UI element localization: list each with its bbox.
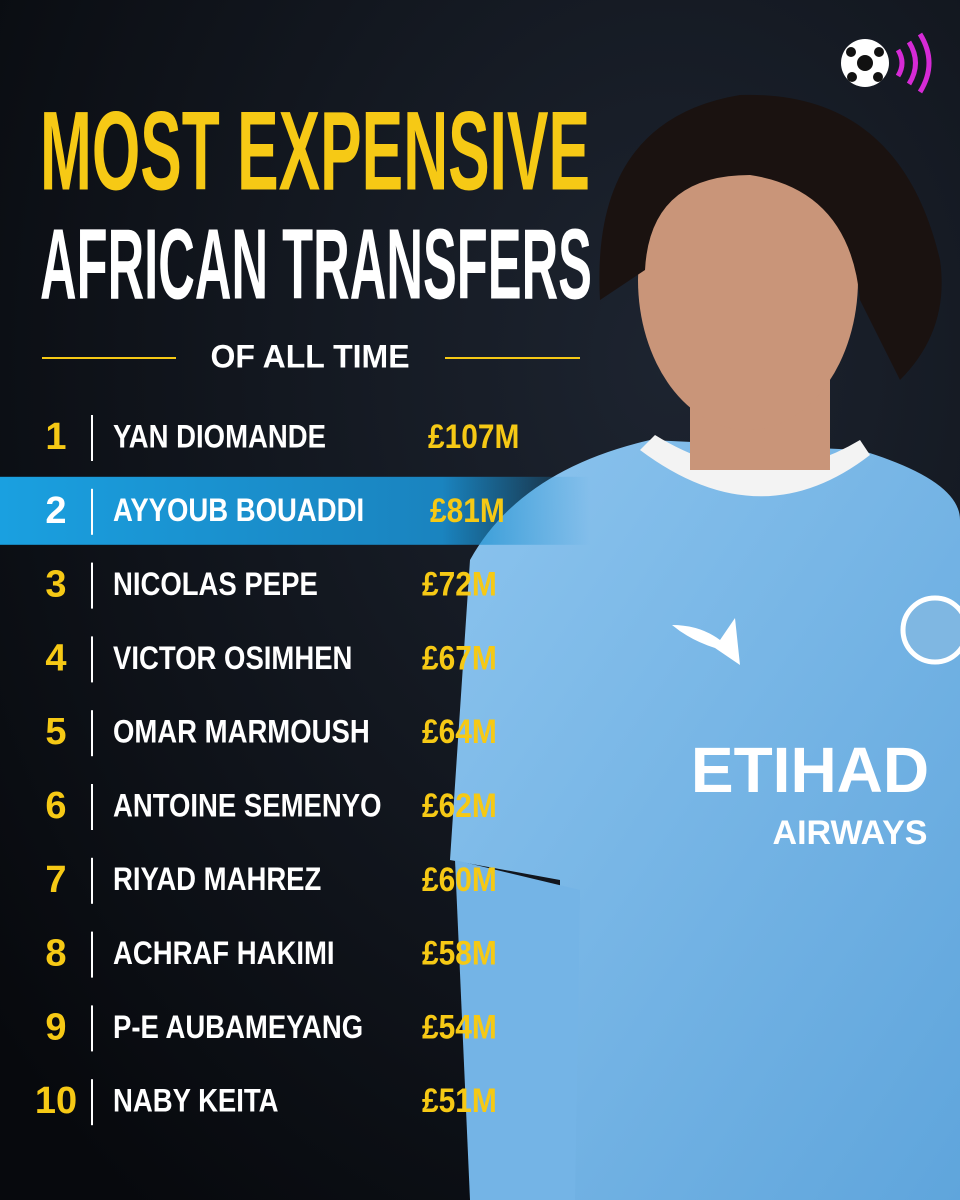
ranking-row: 3 NICOLAS PEPE £72M [45, 562, 497, 609]
row-highlight [0, 476, 590, 545]
transfer-fee: £67M [422, 639, 497, 677]
ranking-row: 5 OMAR MARMOUSH £64M [45, 710, 497, 757]
player-name: P-E AUBAMEYANG [113, 1010, 363, 1045]
rank: 4 [45, 637, 66, 679]
player-name: AYYOUB BOUADDI [113, 493, 364, 528]
player-name: NABY KEITA [113, 1084, 279, 1119]
ranking-row: 10 NABY KEITA £51M [35, 1079, 497, 1126]
rank: 10 [35, 1080, 77, 1122]
ranking-row: 6 ANTOINE SEMENYO £62M [45, 784, 497, 830]
transfer-fee: £107M [428, 417, 519, 455]
ranking-row: 2 AYYOUB BOUADDI £81M [0, 476, 590, 545]
rank: 2 [45, 490, 66, 532]
rank: 8 [45, 933, 66, 975]
transfer-fee: £62M [422, 786, 497, 824]
rank: 3 [45, 564, 66, 606]
transfer-fee: £64M [422, 712, 497, 750]
shirt-sponsor: ETIHAD [691, 734, 929, 806]
rank: 7 [45, 859, 66, 901]
rank: 6 [45, 785, 66, 827]
title-line-1: MOST EXPENSIVE [40, 89, 590, 214]
player-name: ACHRAF HAKIMI [113, 936, 335, 971]
rank: 1 [45, 416, 66, 458]
ranking-row: 8 ACHRAF HAKIMI £58M [45, 931, 497, 978]
player-name: VICTOR OSIMHEN [113, 641, 352, 676]
player-name: ANTOINE SEMENYO [113, 789, 381, 824]
player-name: OMAR MARMOUSH [113, 715, 370, 750]
ranking-row: 7 RIYAD MAHREZ £60M [45, 857, 497, 904]
shirt-sponsor-sub: AIRWAYS [773, 814, 928, 852]
ranking-row: 9 P-E AUBAMEYANG £54M [45, 1005, 497, 1052]
transfer-fee: £72M [422, 565, 497, 603]
logo [841, 32, 932, 94]
title-line-2: AFRICAN TRANSFERS [40, 208, 592, 320]
rank: 5 [45, 711, 66, 753]
player-name: RIYAD MAHREZ [113, 862, 321, 897]
transfer-fee: £60M [422, 860, 497, 898]
ranking-list: 1 YAN DIOMANDE £107M 2 AYYOUB BOUADDI £81M 3 NI… [0, 415, 590, 1126]
subtitle: OF ALL TIME [210, 338, 409, 374]
rank: 9 [45, 1006, 66, 1048]
transfer-fee: £51M [422, 1081, 497, 1119]
transfer-fee: £54M [422, 1008, 497, 1046]
player-name: YAN DIOMANDE [113, 420, 326, 455]
transfer-fee: £81M [430, 491, 505, 529]
ranking-row: 4 VICTOR OSIMHEN £67M [45, 636, 497, 683]
ranking-row: 1 YAN DIOMANDE £107M [45, 415, 519, 461]
player-figure: ETIHAD AIRWAYS [450, 94, 960, 1200]
player-name: NICOLAS PEPE [113, 567, 318, 602]
transfer-fee: £58M [422, 934, 497, 972]
